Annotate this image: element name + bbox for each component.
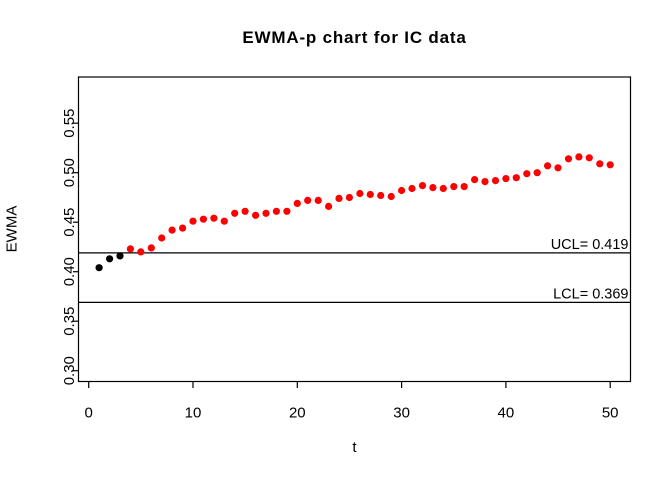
data-point [418, 182, 427, 190]
data-point [585, 154, 593, 162]
data-point [189, 217, 197, 225]
lcl-label: LCL= 0.369 [553, 286, 628, 302]
y-tick-label: 0.55 [61, 109, 78, 138]
data-point [147, 244, 155, 252]
data-point [408, 184, 416, 193]
data-point [481, 178, 489, 186]
data-point [502, 175, 510, 183]
data-point [116, 252, 124, 260]
data-point [429, 184, 437, 192]
data-point [283, 207, 291, 215]
data-point [366, 190, 374, 199]
data-point [293, 199, 301, 207]
data-point [272, 207, 280, 215]
y-axis-label: EWMA [4, 206, 21, 253]
data-point [398, 186, 406, 195]
data-point [544, 162, 552, 170]
data-point [106, 255, 114, 263]
x-tick-label: 50 [602, 405, 619, 422]
x-axis-label: t [352, 439, 357, 456]
data-point [439, 184, 447, 193]
data-point [533, 169, 541, 177]
data-point [314, 196, 322, 204]
y-tick-label: 0.30 [61, 356, 78, 385]
data-point [575, 153, 583, 161]
data-point [252, 211, 260, 219]
data-point [356, 189, 364, 198]
y-axis-ticks: 0.30 0.35 0.40 0.45 0.50 0.55 [61, 109, 79, 385]
x-tick-label: 40 [498, 405, 515, 422]
data-point [241, 207, 249, 215]
y-tick-label: 0.50 [61, 158, 78, 187]
data-point [179, 224, 187, 232]
plot-box [77, 76, 632, 383]
data-point [231, 209, 239, 217]
data-point [471, 176, 479, 184]
data-point [491, 177, 500, 185]
data-point [325, 202, 333, 210]
data-point [596, 160, 604, 168]
data-point [168, 226, 176, 234]
data-point [345, 193, 353, 202]
x-tick-label: 30 [393, 405, 410, 422]
ucl-label: UCL= 0.419 [551, 237, 629, 253]
data-point [512, 174, 520, 182]
x-tick-label: 0 [85, 405, 93, 422]
data-point [377, 191, 385, 200]
data-point [220, 217, 228, 225]
data-point [199, 215, 207, 223]
data-point [137, 248, 145, 256]
data-point [304, 196, 312, 204]
data-point [554, 164, 562, 172]
data-point [335, 194, 343, 202]
data-point [387, 192, 395, 201]
data-point [523, 170, 531, 178]
data-point [158, 234, 166, 242]
data-point [450, 183, 458, 191]
data-point [262, 209, 270, 217]
data-point [126, 245, 134, 253]
y-tick-label: 0.35 [61, 307, 78, 336]
y-tick-label: 0.40 [61, 257, 78, 286]
x-axis-ticks: 0 10 20 30 40 50 [85, 381, 619, 422]
data-point [95, 264, 103, 272]
data-point [210, 214, 218, 222]
y-tick-label: 0.45 [61, 208, 78, 237]
x-tick-label: 20 [289, 405, 306, 422]
x-tick-label: 10 [185, 405, 202, 422]
data-points [95, 153, 614, 272]
chart-title: EWMA-p chart for IC data [242, 28, 466, 47]
data-point [460, 183, 468, 191]
data-point [606, 161, 614, 169]
data-point [564, 155, 573, 163]
